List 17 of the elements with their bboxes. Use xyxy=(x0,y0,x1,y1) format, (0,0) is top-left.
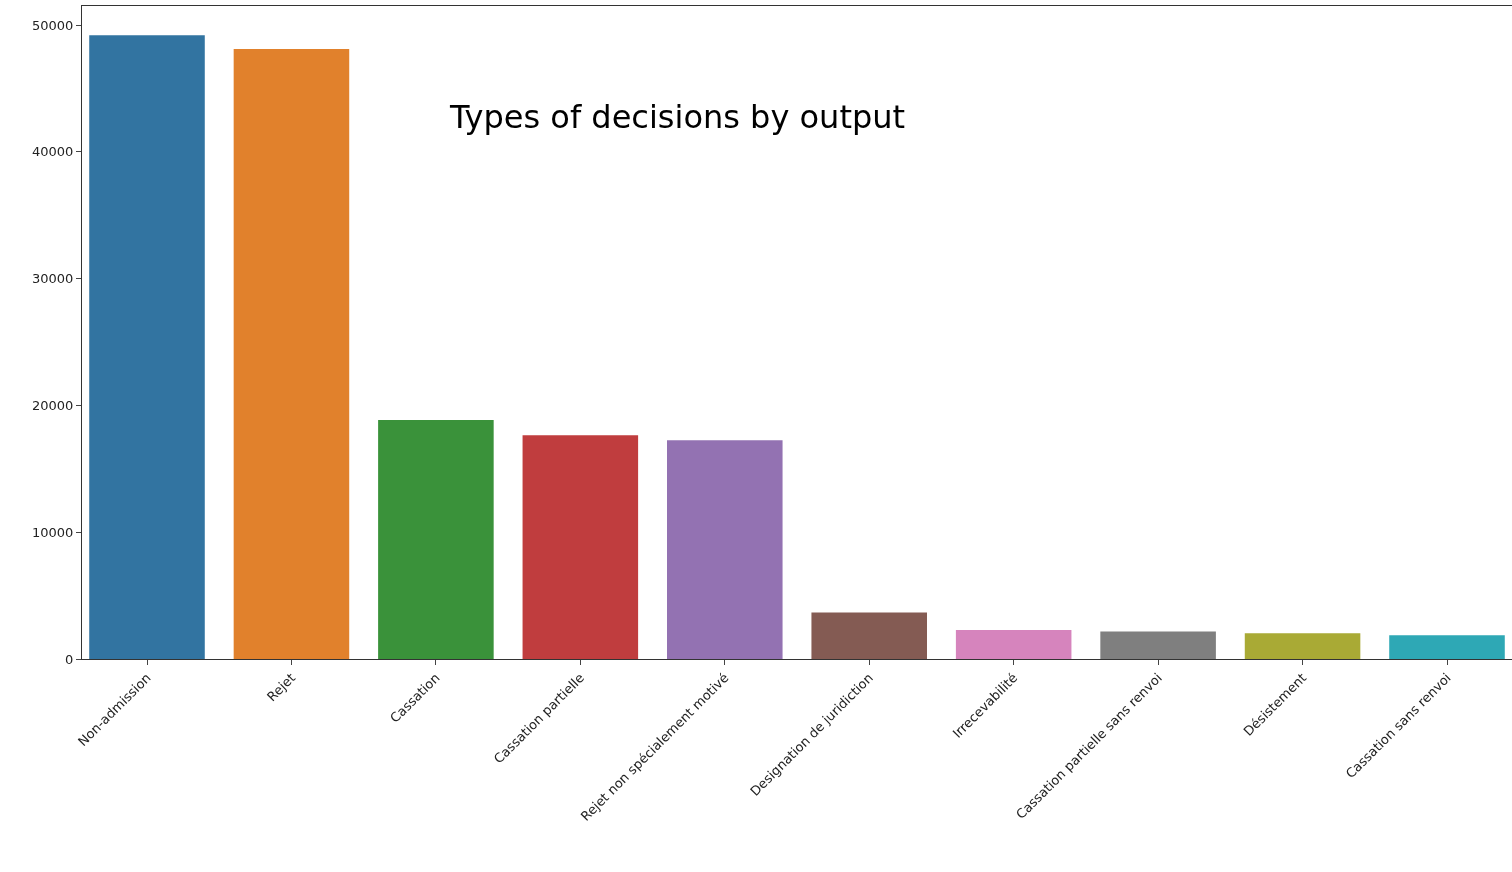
y-tick-label: 20000 xyxy=(32,397,74,413)
bar xyxy=(667,440,783,659)
y-tick-label: 40000 xyxy=(32,144,74,160)
bar xyxy=(233,49,350,659)
bar xyxy=(522,435,639,659)
text: Types of decisions by output xyxy=(449,98,906,136)
bar xyxy=(811,612,927,659)
y-tick-label: 50000 xyxy=(32,17,74,33)
bar xyxy=(1244,633,1361,659)
y-tick-label: 0 xyxy=(65,651,74,667)
y-tick-label: 30000 xyxy=(32,271,74,287)
bar xyxy=(378,419,494,659)
bar xyxy=(955,629,1072,659)
bar xyxy=(1100,631,1216,659)
bar xyxy=(1389,635,1505,659)
y-tick-label: 10000 xyxy=(32,524,74,540)
bar xyxy=(89,35,205,659)
